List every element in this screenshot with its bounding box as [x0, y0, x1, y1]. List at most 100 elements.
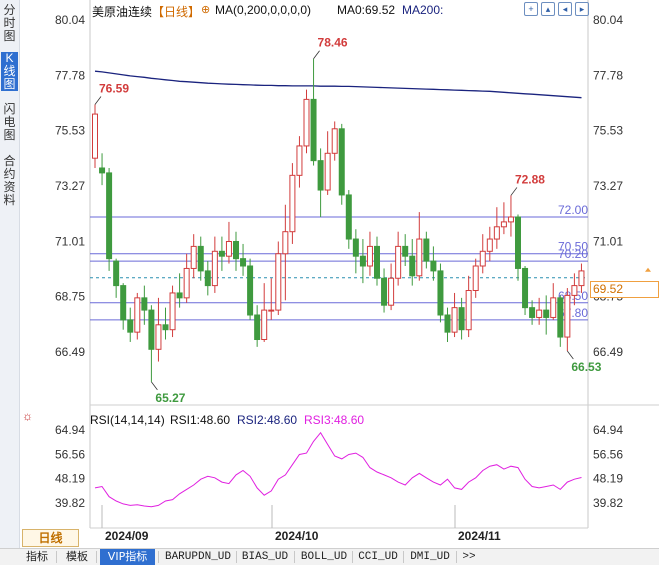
candle-body	[564, 294, 571, 338]
candle-body	[381, 277, 388, 306]
candle-body	[99, 167, 106, 174]
candle-body	[289, 174, 296, 233]
ma200-value: MA200:	[402, 3, 444, 17]
tab-cci[interactable]: CCI_UD	[358, 551, 398, 563]
rsi-tick-left: 64.94	[55, 423, 85, 437]
candle-body	[479, 250, 486, 267]
candle-body	[416, 238, 423, 277]
rsi2-value: RSI2:48.60	[237, 413, 298, 427]
candle-body	[345, 194, 352, 240]
candle-body	[310, 98, 317, 162]
candle-body	[218, 250, 225, 257]
candle-body	[317, 160, 324, 191]
price-tick-right: 75.53	[593, 124, 623, 138]
candle-body	[402, 245, 409, 257]
candle-body	[543, 309, 550, 318]
candle-body	[169, 292, 176, 331]
add-icon[interactable]: +	[524, 2, 538, 16]
candle-body	[261, 309, 268, 341]
rsi-tick-left: 56.56	[55, 447, 85, 461]
candle-body	[296, 145, 303, 176]
price-tick-left: 80.04	[55, 13, 85, 27]
candle-body	[247, 265, 254, 316]
tab-indicator[interactable]: 指标	[26, 550, 48, 563]
rsi-tick-right: 39.82	[593, 496, 623, 510]
tab-contract-info[interactable]: 合约资料	[3, 154, 16, 207]
zoom-in-icon[interactable]: ▴	[541, 2, 555, 16]
rsi-line	[94, 431, 582, 508]
tab-barupdn[interactable]: BARUPDN_UD	[164, 551, 231, 563]
tab-more[interactable]: >>	[462, 551, 476, 563]
high-label: 76.59	[99, 82, 129, 96]
candle-body	[183, 267, 190, 299]
candle-body	[225, 240, 232, 257]
back-icon[interactable]: ◂	[558, 2, 572, 16]
candle-body	[515, 216, 521, 269]
tab-boll[interactable]: BOLL_UD	[300, 551, 348, 563]
candle-body	[120, 285, 127, 321]
candle-body	[324, 152, 331, 191]
candle-body	[233, 240, 239, 260]
candle-body	[522, 267, 529, 309]
indicator-tab-bar: 指标 模板 VIP指标 BARUPDN_UD BIAS_UD BOLL_UD C…	[0, 548, 659, 565]
x-axis-label: 2024/09	[105, 529, 149, 543]
period-selector[interactable]: 日线	[22, 529, 79, 547]
candle-body	[430, 260, 437, 272]
level-label: 72.00	[558, 203, 588, 217]
high-pointer	[94, 96, 102, 105]
candle-body	[148, 309, 155, 350]
candle-body	[557, 297, 564, 338]
candle-body	[507, 216, 514, 223]
tab-bias[interactable]: BIAS_UD	[241, 551, 289, 563]
candle-body	[486, 238, 493, 252]
candle-body	[359, 255, 366, 267]
ma-params: MA(0,200,0,0,0,0)	[215, 3, 312, 17]
low-pointer	[151, 381, 158, 391]
candle-body	[190, 245, 197, 269]
candle-body	[536, 309, 543, 318]
tab-template[interactable]: 模板	[66, 550, 88, 563]
rsi1-value: RSI1:48.60	[170, 413, 231, 427]
tab-dmi[interactable]: DMI_UD	[410, 551, 450, 563]
candle-body	[106, 172, 113, 260]
price-tick-left: 66.49	[55, 345, 85, 359]
low-label: 65.27	[155, 391, 185, 405]
candle-body	[197, 245, 204, 272]
tab-vip-indicator[interactable]: VIP指标	[100, 549, 155, 565]
high-pointer	[510, 187, 518, 196]
tab-timeshare[interactable]: 分时图	[3, 3, 16, 43]
ma0-value: MA0:69.52	[337, 3, 396, 17]
candle-body	[127, 319, 134, 333]
price-tick-left: 68.75	[55, 290, 85, 304]
candle-body	[303, 98, 310, 147]
rsi-tick-right: 48.19	[593, 472, 623, 486]
ma200-line	[94, 70, 582, 99]
price-tick-left: 71.01	[55, 234, 85, 248]
rsi-params: RSI(14,14,14)	[90, 413, 165, 427]
candle-body	[465, 290, 472, 331]
candle-body	[550, 297, 557, 318]
period-settings-icon[interactable]: ⊕	[201, 4, 211, 16]
price-tick-right: 77.78	[593, 68, 623, 82]
candle-body	[444, 314, 451, 333]
price-marker-icon	[645, 267, 651, 272]
rsi-settings-icon[interactable]: ☼	[22, 409, 33, 423]
candle-body	[331, 128, 338, 154]
forward-icon[interactable]: ▸	[575, 2, 589, 16]
candle-body	[240, 258, 247, 267]
candle-body	[388, 277, 395, 306]
candle-body	[451, 307, 458, 333]
symbol-name: 美原油连续	[92, 5, 153, 19]
candle-body	[92, 113, 98, 159]
candle-body	[155, 324, 162, 350]
low-label: 66.53	[571, 360, 601, 374]
tab-lightning[interactable]: 闪电图	[3, 102, 16, 142]
kline-chart[interactable]: 80.04 80.04 77.78 77.78 75.53 75.53 73.27 73.27…	[0, 0, 659, 548]
rsi-tick-right: 64.94	[593, 423, 623, 437]
price-tick-left: 73.27	[55, 179, 85, 193]
high-label: 72.88	[515, 172, 545, 186]
rsi-tick-right: 56.56	[593, 447, 623, 461]
tab-kline[interactable]: K线图	[1, 52, 18, 91]
price-tick-right: 73.27	[593, 179, 623, 193]
candle-body	[141, 297, 148, 311]
